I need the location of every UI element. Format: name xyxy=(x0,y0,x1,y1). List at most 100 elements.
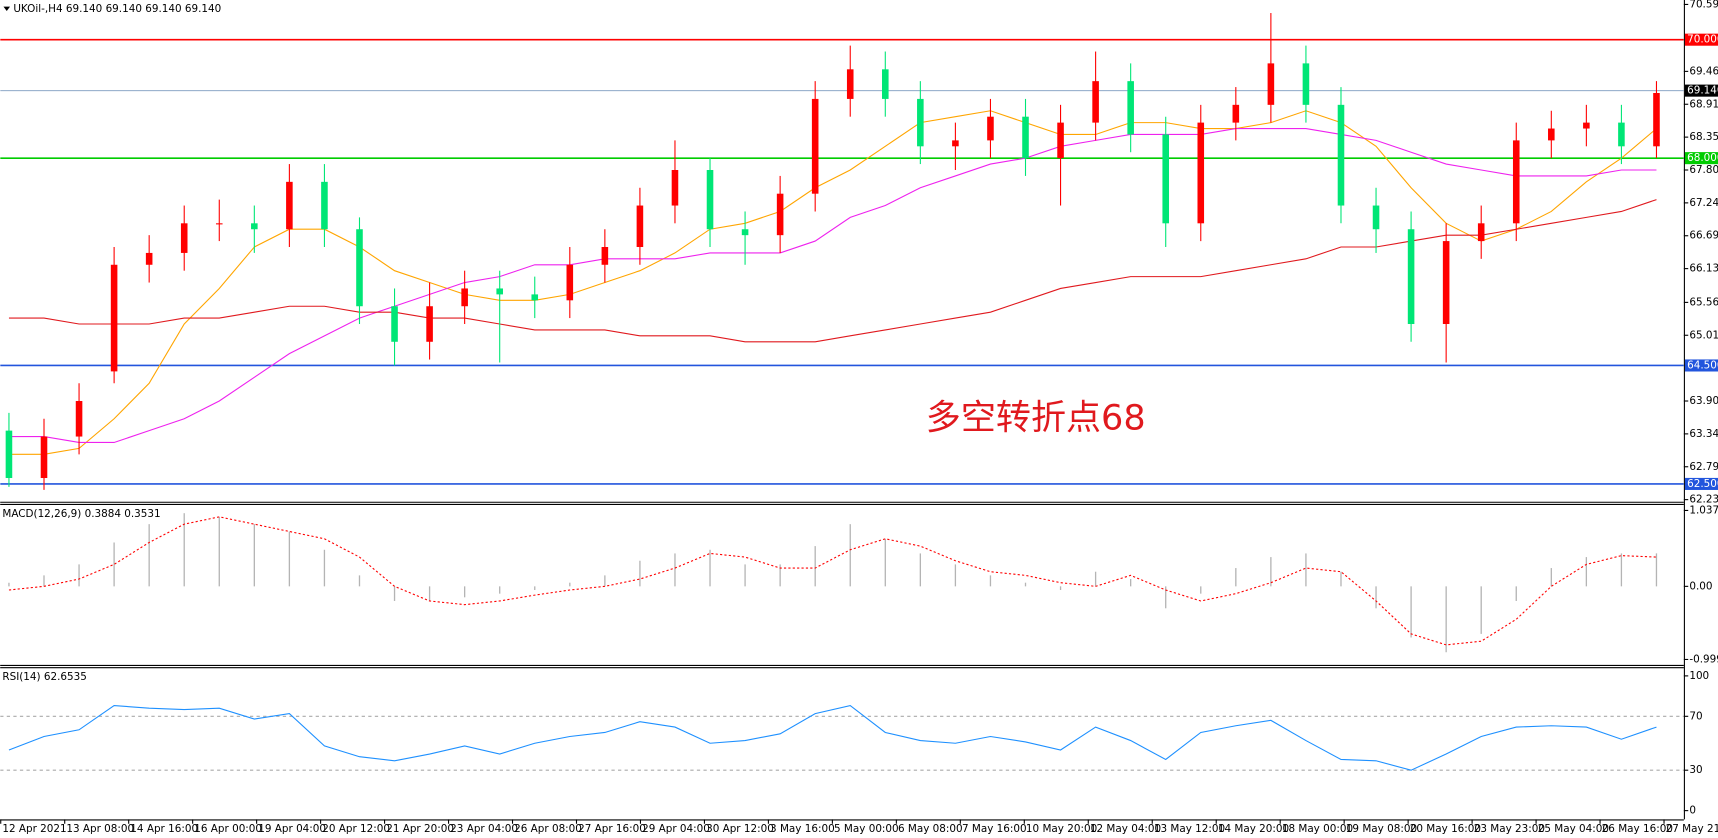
level-label-box xyxy=(1684,359,1718,372)
panel-title: RSI(14) 62.6535 xyxy=(2,671,86,683)
x-tick-label: 19 Apr 04:00 xyxy=(258,823,326,835)
moving-average xyxy=(8,127,1657,444)
y-tick-label: 70.595 xyxy=(1689,0,1718,10)
x-tick-label: 26 May 16:00 xyxy=(1602,823,1673,835)
candle-body xyxy=(671,169,679,206)
candle-body xyxy=(1583,122,1590,129)
x-tick-label: 18 May 00:00 xyxy=(1282,823,1353,835)
candle-body xyxy=(215,223,223,225)
y-tick-label: 70 xyxy=(1689,710,1702,722)
candle-body xyxy=(1302,63,1310,105)
candle-body xyxy=(1477,223,1485,242)
x-tick-label: 25 May 04:00 xyxy=(1538,823,1609,835)
level-label-box xyxy=(1684,152,1718,165)
level-label-box xyxy=(1684,33,1718,46)
x-tick-label: 27 Apr 16:00 xyxy=(578,823,646,835)
x-tick-label: 26 Apr 08:00 xyxy=(514,823,582,835)
y-tick-label: 66.690 xyxy=(1689,230,1718,242)
candle-body xyxy=(251,223,258,230)
candle-body xyxy=(811,98,819,194)
candle-body xyxy=(180,223,188,253)
x-tick-label: 23 May 23:00 xyxy=(1474,823,1545,835)
candle-body xyxy=(917,98,924,147)
y-tick-label: 0.00 xyxy=(1689,580,1712,592)
rsi-line xyxy=(8,704,1657,771)
y-tick-label: 66.135 xyxy=(1689,263,1718,275)
candle-body xyxy=(776,193,784,236)
candle-body xyxy=(952,140,959,147)
candle-body xyxy=(601,247,609,265)
candle-body xyxy=(1057,122,1064,159)
x-tick-label: 14 Apr 16:00 xyxy=(130,823,198,835)
level-label: 64.500 xyxy=(1687,359,1718,371)
candle-body xyxy=(706,169,714,230)
candle-body xyxy=(356,229,363,307)
x-tick-label: 7 May 16:00 xyxy=(962,823,1027,835)
level-label: 70.000 xyxy=(1687,34,1718,46)
x-tick-label: 5 May 00:00 xyxy=(834,823,899,835)
x-tick-label: 20 May 16:00 xyxy=(1410,823,1481,835)
panel-title: UKOil-,H4 69.140 69.140 69.140 69.140 xyxy=(13,3,221,15)
level-label: 68.000 xyxy=(1687,152,1718,164)
y-tick-label: 67.800 xyxy=(1689,164,1718,176)
candle-body xyxy=(566,264,574,301)
candle-body xyxy=(1653,92,1660,147)
candle-body xyxy=(461,288,468,307)
candle-body xyxy=(1162,134,1170,224)
candle-body xyxy=(391,306,398,342)
candle-body xyxy=(987,116,994,141)
y-tick-label: 65.010 xyxy=(1689,329,1718,341)
x-tick-label: 6 May 08:00 xyxy=(898,823,963,835)
level-label-box xyxy=(1684,477,1718,490)
panel xyxy=(0,13,1684,490)
moving-average xyxy=(8,110,1657,455)
x-tick-label: 3 May 16:00 xyxy=(770,823,835,835)
candle-body xyxy=(741,229,749,236)
candle-body xyxy=(1197,122,1205,224)
x-tick-label: 29 Apr 04:00 xyxy=(642,823,710,835)
candle-body xyxy=(75,401,83,437)
x-tick-label: 13 May 12:00 xyxy=(1154,823,1225,835)
candle-body xyxy=(110,264,118,372)
candle-body xyxy=(1512,140,1520,224)
panel xyxy=(8,513,1658,653)
x-tick-label: 10 May 20:00 xyxy=(1026,823,1097,835)
y-tick-label: 62.790 xyxy=(1689,461,1718,473)
x-tick-label: 21 Apr 20:00 xyxy=(386,823,454,835)
y-tick-label: 65.565 xyxy=(1689,296,1718,308)
y-tick-label: 67.245 xyxy=(1689,197,1718,209)
menu-arrow[interactable] xyxy=(3,6,11,11)
candle-body xyxy=(40,436,48,479)
candle-body xyxy=(321,181,328,230)
panel xyxy=(0,704,1684,771)
candle-body xyxy=(1618,122,1625,147)
candle-body xyxy=(636,205,644,248)
candle-body xyxy=(1337,104,1345,206)
y-tick-label: 69.465 xyxy=(1689,65,1718,77)
y-tick-label: 68.355 xyxy=(1689,131,1718,143)
candle-body xyxy=(1372,205,1380,230)
x-tick-label: 27 May 21:15 xyxy=(1666,823,1718,835)
level-label-box xyxy=(1684,84,1718,97)
x-tick-label: 14 May 20:00 xyxy=(1218,823,1289,835)
x-tick-label: 20 Apr 12:00 xyxy=(322,823,390,835)
y-tick-label: 63.900 xyxy=(1689,395,1718,407)
candle-body xyxy=(496,288,503,295)
x-tick-label: 12 Apr 2021 xyxy=(2,823,66,835)
y-tick-label: 1.0375 xyxy=(1689,504,1718,516)
y-tick-label: 0 xyxy=(1689,805,1696,817)
candle-body xyxy=(145,252,153,265)
x-tick-label: 30 Apr 12:00 xyxy=(706,823,774,835)
y-tick-label: 62.235 xyxy=(1689,494,1718,506)
annotation: 多空转折点68 xyxy=(926,398,1146,439)
level-label: 62.500 xyxy=(1687,478,1718,490)
candle-body xyxy=(1022,116,1029,159)
panel-title: MACD(12,26,9) 0.3884 0.3531 xyxy=(2,508,160,520)
x-tick-label: 12 May 04:00 xyxy=(1090,823,1161,835)
moving-average xyxy=(8,199,1657,343)
candle-body xyxy=(1092,81,1099,123)
candle-body xyxy=(1267,63,1275,105)
